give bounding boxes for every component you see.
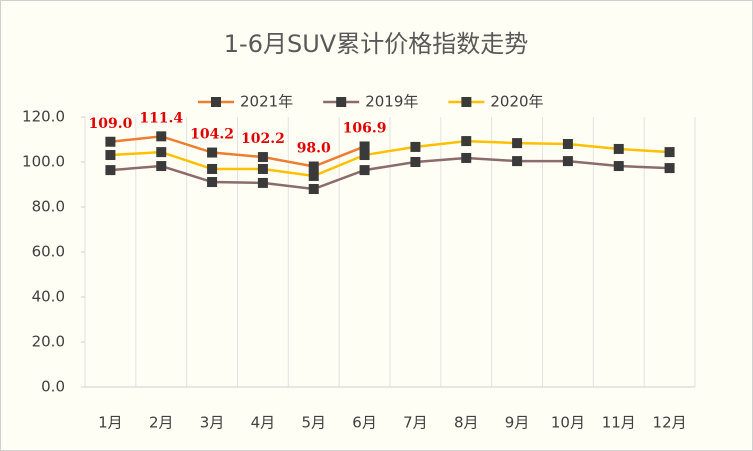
marker xyxy=(156,147,167,158)
marker xyxy=(207,163,218,174)
marker xyxy=(613,143,624,154)
marker xyxy=(156,131,167,142)
marker xyxy=(613,161,624,172)
data-label: 106.9 xyxy=(343,120,387,136)
x-tick-label: 5月 xyxy=(301,414,326,432)
marker xyxy=(308,170,319,181)
marker xyxy=(207,147,218,158)
data-label: 111.4 xyxy=(139,110,183,126)
marker xyxy=(664,163,675,174)
x-tick-label: 2月 xyxy=(149,414,174,432)
marker xyxy=(664,147,675,158)
marker xyxy=(105,150,116,161)
x-tick-label: 8月 xyxy=(454,414,479,432)
marker xyxy=(461,152,472,163)
legend-marker xyxy=(461,97,472,107)
marker xyxy=(257,177,268,188)
series-line xyxy=(110,139,670,178)
legend-label: 2021年 xyxy=(240,93,293,111)
y-tick-label: 80.0 xyxy=(32,198,65,216)
x-tick-label: 1月 xyxy=(98,414,123,432)
marker xyxy=(461,136,472,147)
marker xyxy=(156,161,167,172)
data-label: 98.0 xyxy=(297,141,331,157)
y-tick-label: 60.0 xyxy=(32,243,65,261)
x-tick-label: 3月 xyxy=(200,414,225,432)
series-line xyxy=(110,156,670,191)
marker xyxy=(207,177,218,188)
x-tick-label: 9月 xyxy=(505,414,530,432)
legend-label: 2019年 xyxy=(365,93,418,111)
x-tick-label: 4月 xyxy=(251,414,276,432)
marker xyxy=(359,141,370,152)
x-tick-label: 7月 xyxy=(403,414,428,432)
legend-marker xyxy=(336,97,347,107)
marker xyxy=(512,138,523,149)
marker xyxy=(562,139,573,149)
marker xyxy=(105,165,116,176)
data-label: 102.2 xyxy=(241,131,285,147)
marker xyxy=(410,141,421,152)
series-line xyxy=(110,135,366,168)
x-tick-label: 10月 xyxy=(551,414,585,432)
marker xyxy=(512,156,523,167)
chart-title: 1-6月SUV累计价格指数走势 xyxy=(224,30,528,58)
marker xyxy=(257,152,268,163)
x-tick-label: 12月 xyxy=(653,414,687,432)
marker xyxy=(308,184,319,194)
marker xyxy=(308,161,319,172)
y-tick-label: 20.0 xyxy=(32,333,65,351)
legend-marker xyxy=(211,97,221,107)
legend-label: 2020年 xyxy=(490,93,543,111)
y-tick-label: 40.0 xyxy=(32,288,65,306)
y-tick-label: 120.0 xyxy=(22,108,65,126)
marker xyxy=(562,156,573,167)
marker xyxy=(105,136,116,147)
data-label: 109.0 xyxy=(88,116,132,132)
marker xyxy=(257,163,268,174)
marker xyxy=(359,165,370,176)
x-tick-label: 11月 xyxy=(602,414,636,432)
y-tick-label: 0.0 xyxy=(41,378,65,396)
marker xyxy=(410,157,421,167)
marker xyxy=(359,150,370,161)
y-tick-label: 100.0 xyxy=(22,153,65,171)
data-label: 104.2 xyxy=(190,127,234,143)
x-tick-label: 6月 xyxy=(352,414,377,432)
